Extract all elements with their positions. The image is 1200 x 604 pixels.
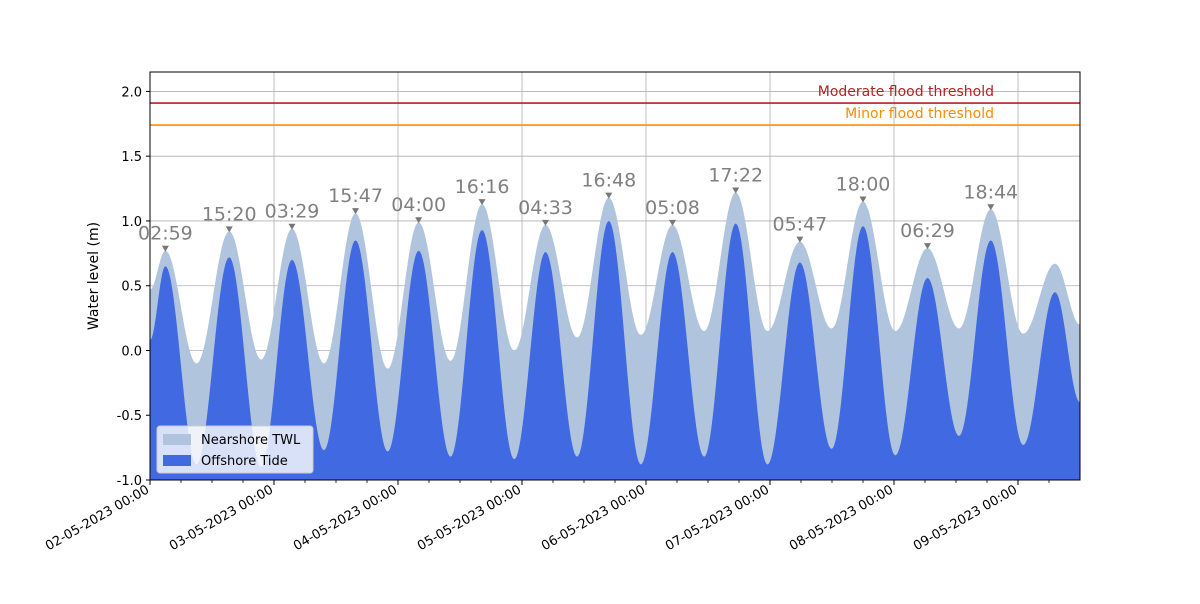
peak-time-label: 03:29 bbox=[265, 201, 320, 223]
threshold-label-1: Minor flood threshold bbox=[845, 106, 994, 122]
series-areas bbox=[150, 192, 1080, 480]
x-tick-label: 03-05-2023 00:00 bbox=[167, 482, 276, 554]
peak-time-label: 15:20 bbox=[202, 203, 257, 225]
x-axis: 02-05-2023 00:00 03-05-2023 00:00 04-05-20… bbox=[43, 480, 1050, 554]
peak-marker bbox=[478, 199, 486, 206]
x-tick-label: 06-05-2023 00:00 bbox=[539, 482, 648, 554]
y-axis-label: Water level (m) bbox=[86, 222, 102, 330]
legend-label: Nearshore TWL bbox=[201, 433, 301, 448]
peak-time-label: 06:29 bbox=[900, 220, 955, 242]
x-tick-label: 08-05-2023 00:00 bbox=[787, 482, 896, 554]
peak-marker bbox=[161, 245, 169, 252]
peak-time-label: 16:16 bbox=[455, 176, 510, 198]
peak-time-label: 05:08 bbox=[645, 197, 700, 219]
y-tick-label: -0.5 bbox=[117, 409, 142, 424]
y-tick-label: 2.0 bbox=[121, 85, 142, 100]
peak-marker bbox=[987, 204, 995, 211]
legend-swatch bbox=[163, 434, 191, 445]
peak-marker bbox=[352, 208, 360, 215]
peak-marker bbox=[669, 219, 677, 226]
x-tick-label: 09-05-2023 00:00 bbox=[911, 482, 1020, 554]
peak-marker bbox=[923, 243, 931, 250]
x-tick-label: 07-05-2023 00:00 bbox=[663, 482, 772, 554]
y-tick-label: 1.5 bbox=[121, 150, 142, 165]
peak-time-label: 05:47 bbox=[772, 214, 827, 236]
peak-marker bbox=[796, 236, 804, 243]
y-tick-label: -1.0 bbox=[117, 474, 142, 489]
x-tick-label: 05-05-2023 00:00 bbox=[415, 482, 524, 554]
peak-time-label: 16:48 bbox=[581, 170, 636, 192]
legend: Nearshore TWL Offshore Tide bbox=[156, 425, 314, 474]
peak-marker bbox=[605, 192, 613, 199]
y-tick-label: 0.0 bbox=[121, 344, 142, 359]
peak-time-label: 02:59 bbox=[138, 223, 193, 245]
x-tick-label: 04-05-2023 00:00 bbox=[291, 482, 400, 554]
legend-label: Offshore Tide bbox=[201, 454, 288, 469]
threshold-label-0: Moderate flood threshold bbox=[818, 84, 994, 100]
peak-time-label: 04:00 bbox=[391, 194, 446, 216]
y-tick-label: 0.5 bbox=[121, 280, 142, 295]
legend-swatch bbox=[163, 455, 191, 466]
legend-box bbox=[156, 425, 314, 474]
peak-time-label: 18:00 bbox=[836, 174, 891, 196]
peak-marker bbox=[225, 226, 233, 233]
peak-annotations: 02:59 15:20 03:29 15:47 04:00 16:16 04:33 16:48… bbox=[138, 164, 1018, 252]
peak-marker bbox=[415, 217, 423, 224]
peak-time-label: 04:33 bbox=[518, 197, 573, 219]
peak-time-label: 18:44 bbox=[963, 181, 1018, 203]
peak-marker bbox=[542, 219, 550, 226]
peak-marker bbox=[859, 196, 867, 203]
y-tick-label: 1.0 bbox=[121, 215, 142, 230]
x-tick-label: 02-05-2023 00:00 bbox=[43, 482, 152, 554]
area-offshore-tide bbox=[150, 220, 1080, 480]
peak-marker bbox=[288, 223, 296, 230]
flood-thresholds: Moderate flood threshold Minor flood thre… bbox=[150, 84, 1080, 126]
peak-time-label: 17:22 bbox=[708, 164, 763, 186]
peak-marker bbox=[732, 187, 740, 194]
peak-time-label: 15:47 bbox=[328, 185, 383, 207]
y-axis: -1.0 -0.5 0.0 0.5 1.0 1.5 2.0 bbox=[117, 85, 150, 489]
